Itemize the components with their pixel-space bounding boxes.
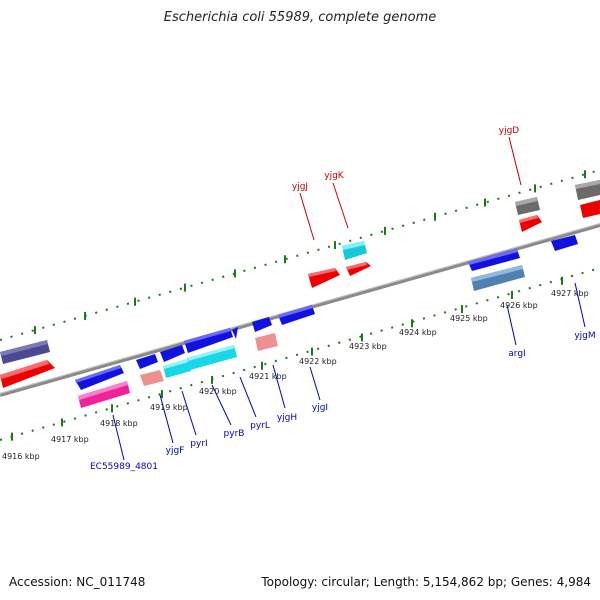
gene-yjgK-cyan[interactable] [342, 241, 367, 260]
scale-label-4916: 4916 kbp [2, 452, 40, 461]
genome-title: Escherichia coli 55989, complete genome [163, 10, 437, 25]
gene-label-yjgI: yjgI [312, 403, 328, 413]
scale-label-4923: 4923 kbp [349, 342, 387, 351]
gene-yjgD-grey[interactable] [515, 197, 540, 215]
gene-red-right[interactable] [580, 200, 600, 218]
gene-blue-c[interactable] [160, 345, 185, 362]
gene-pink-b[interactable] [255, 333, 278, 351]
gene-label-yjgM: yjgM [574, 331, 595, 341]
lower-ticks [11, 276, 563, 441]
gene-red-left[interactable] [0, 360, 55, 388]
upper-gene-labels: yjgJ yjgK yjgD [292, 126, 519, 192]
gene-pyrI[interactable] [163, 359, 191, 378]
genome-summary-text: Topology: circular; Length: 5,154,862 bp… [261, 575, 591, 589]
scale-label-4926: 4926 kbp [500, 301, 538, 310]
scale-label-4918: 4918 kbp [100, 419, 138, 428]
scale-label-4924: 4924 kbp [399, 328, 437, 337]
scale-labels: 4916 kbp 4917 kbp 4918 kbp 4919 kbp 4920… [2, 289, 589, 461]
gene-blue-g[interactable] [278, 305, 315, 325]
gene-yjgD-red[interactable] [519, 215, 542, 232]
gene-label-yjgJ: yjgJ [292, 182, 308, 192]
gene-pink-a[interactable] [140, 370, 164, 386]
gene-label-yjgK: yjgK [324, 171, 345, 181]
gene-label-pyrI: pyrI [190, 439, 207, 449]
gene-navy-left[interactable] [0, 340, 50, 364]
scale-label-4921: 4921 kbp [249, 372, 287, 381]
lower-leaders [112, 282, 586, 461]
gene-label-yjgD: yjgD [499, 126, 520, 136]
gene-blue-e[interactable] [232, 327, 238, 339]
gene-label-EC55989_4801: EC55989_4801 [90, 462, 158, 472]
gene-yjgK-red[interactable] [346, 262, 371, 276]
gene-blue-a[interactable] [75, 365, 124, 390]
gene-label-pyrL: pyrL [250, 421, 270, 431]
gene-label-yjgF: yjgF [166, 446, 185, 456]
gene-grey-right[interactable] [575, 180, 600, 200]
gene-pyrB[interactable] [187, 345, 237, 370]
gene-blue-f[interactable] [252, 317, 272, 332]
gene-label-yjgH: yjgH [277, 413, 297, 423]
scale-label-4922: 4922 kbp [299, 357, 337, 366]
scale-label-4917: 4917 kbp [51, 435, 89, 444]
scale-label-4927: 4927 kbp [551, 289, 589, 298]
gene-blue-b[interactable] [136, 354, 158, 369]
accession-text: Accession: NC_011748 [9, 575, 146, 589]
gene-argI[interactable] [471, 265, 525, 291]
gene-EC55989_4801[interactable] [78, 381, 130, 408]
gene-blue-d[interactable] [184, 328, 233, 353]
lower-gene-labels: EC55989_4801 yjgF pyrI pyrB pyrL yjgH yj… [90, 331, 596, 472]
gene-label-argI: argI [508, 349, 525, 359]
gene-blue-h[interactable] [468, 249, 520, 271]
gene-label-pyrB: pyrB [224, 429, 245, 439]
scale-label-4925: 4925 kbp [450, 314, 488, 323]
upper-ticks [34, 170, 586, 335]
gene-yjgJ[interactable] [308, 268, 340, 288]
upper-leaders [299, 136, 522, 241]
gene-blue-i[interactable] [551, 235, 578, 251]
scale-label-4920: 4920 kbp [199, 387, 237, 396]
scale-label-4919: 4919 kbp [150, 403, 188, 412]
